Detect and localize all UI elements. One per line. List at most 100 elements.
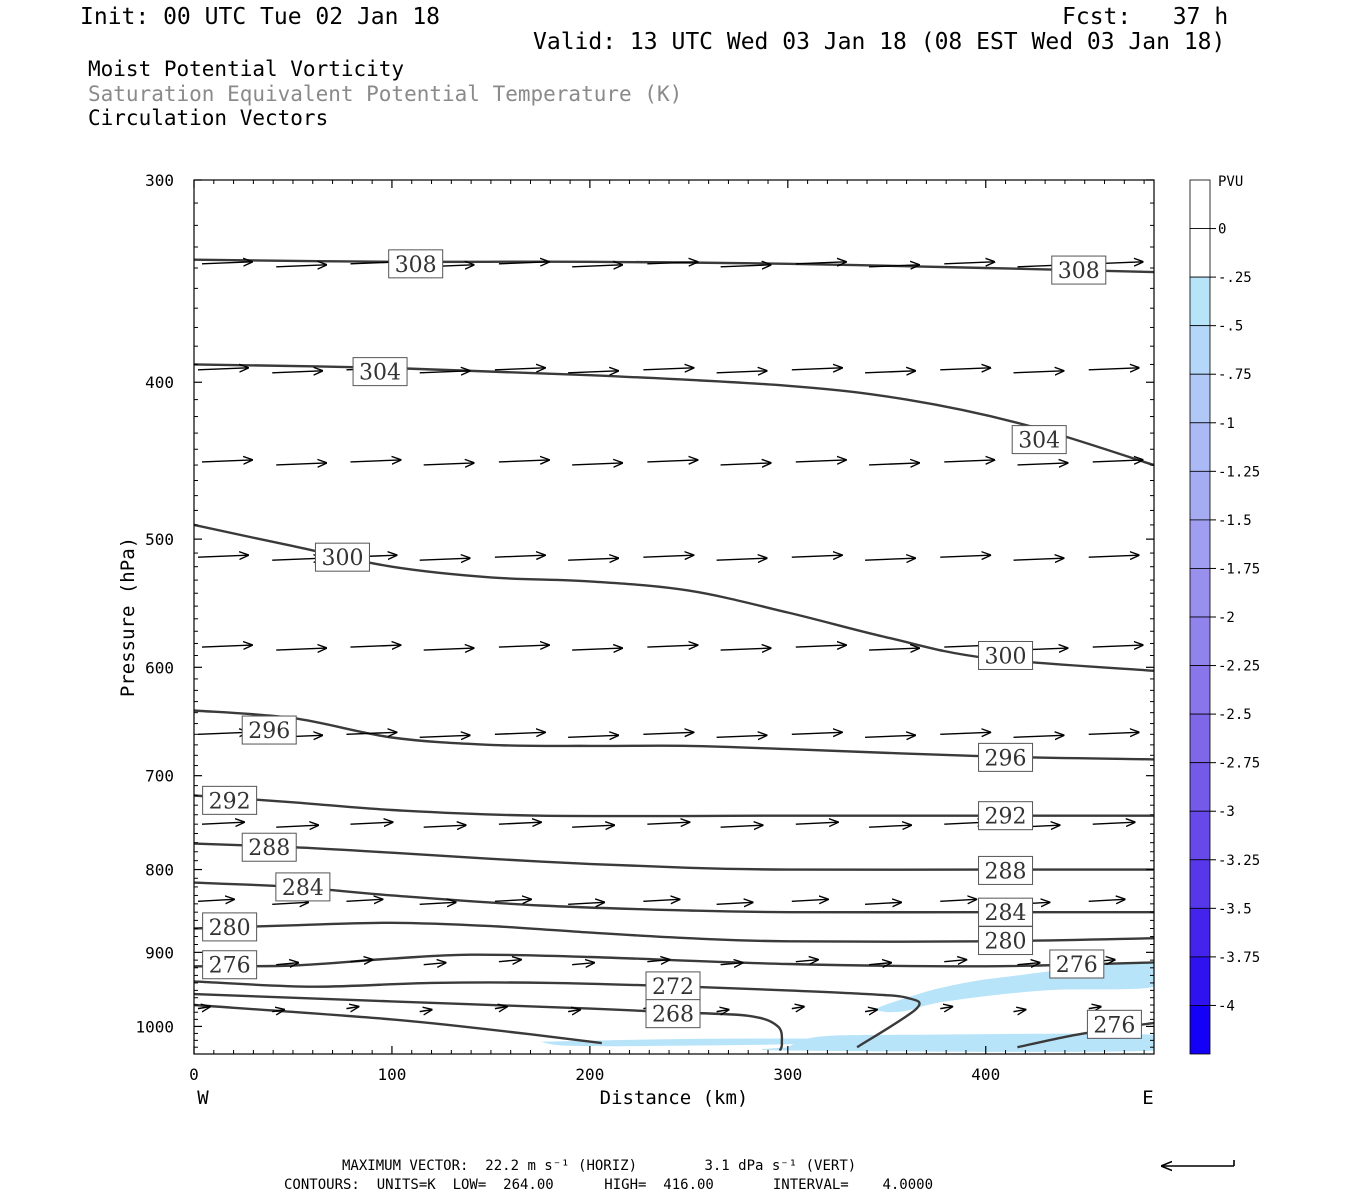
isentrope-label-284: 284 <box>978 897 1034 927</box>
isentrope-308-0 <box>194 258 1154 274</box>
circulation-vector <box>276 265 326 267</box>
colorbar-label: -.75 <box>1218 367 1252 383</box>
circulation-vector <box>940 1007 952 1009</box>
circulation-vector <box>944 460 994 462</box>
circulation-vector <box>1088 899 1125 901</box>
x-east-label: E <box>1142 1087 1153 1109</box>
svg-text:300: 300 <box>985 644 1027 669</box>
colorbar-swatch <box>1189 179 1211 229</box>
colorbar-label: -.5 <box>1218 319 1243 335</box>
y-tick-label: 1000 <box>135 1017 174 1036</box>
circulation-vector <box>1092 645 1143 647</box>
circulation-vector <box>498 460 549 462</box>
circulation-vector <box>643 732 693 734</box>
isentrope-label-296: 296 <box>978 742 1034 772</box>
y-tick-label: 500 <box>145 530 174 549</box>
circulation-vector <box>791 555 842 557</box>
circulation-vector <box>647 960 669 962</box>
svg-text:284: 284 <box>282 876 324 901</box>
circulation-vector <box>272 558 322 560</box>
reference-vector <box>1162 1160 1235 1166</box>
circulation-vector <box>795 960 818 962</box>
circulation-vector <box>419 1010 432 1012</box>
circulation-vector <box>276 648 326 650</box>
circulation-vector <box>197 555 248 557</box>
colorbar-swatch <box>1189 713 1211 764</box>
colorbar-label: -4 <box>1218 998 1235 1014</box>
circulation-vector <box>791 899 828 901</box>
circulation-vector <box>647 822 689 824</box>
colorbar-swatch <box>1189 228 1211 278</box>
colorbar-swatch <box>1189 422 1211 472</box>
isentrope-label-308: 308 <box>388 249 444 279</box>
colorbar-swatch <box>1189 859 1211 909</box>
colorbar-swatch <box>1189 907 1211 958</box>
circulation-vector <box>720 963 743 965</box>
svg-text:304: 304 <box>359 361 401 386</box>
svg-text:300: 300 <box>321 546 363 571</box>
circulation-vector <box>494 899 531 901</box>
colorbar-label: -3.75 <box>1218 950 1260 966</box>
circulation-vector <box>272 1010 284 1012</box>
isentrope-label-276: 276 <box>1049 949 1105 979</box>
circulation-vector <box>1017 463 1068 465</box>
colorbar-label: -1 <box>1218 416 1235 432</box>
y-tick-label: 400 <box>145 373 174 392</box>
isentrope-296-3 <box>194 709 1154 761</box>
isentrope-label-292: 292 <box>202 785 258 815</box>
colorbar-label: -2.75 <box>1218 756 1260 772</box>
circulation-vector <box>869 648 919 650</box>
circulation-vector <box>276 825 318 827</box>
contours-text: CONTOURS: UNITS=K LOW= 264.00 HIGH= 416.… <box>284 1177 934 1193</box>
circulation-vector <box>568 735 618 737</box>
circulation-vector <box>1088 368 1139 370</box>
circulation-vector <box>197 732 248 734</box>
isentrope-label-280: 280 <box>978 926 1034 956</box>
isentrope-label-304: 304 <box>1011 425 1067 455</box>
colorbar-label: -3.5 <box>1218 901 1252 917</box>
circulation-vector <box>423 648 474 650</box>
circulation-vector <box>869 825 911 827</box>
circulation-vector <box>643 899 679 901</box>
circulation-vector <box>201 822 244 824</box>
circulation-vector <box>572 963 594 965</box>
circulation-vector <box>1013 735 1064 737</box>
x-west-label: W <box>197 1087 209 1109</box>
isentrope-label-308: 308 <box>1051 255 1107 285</box>
colorbar-swatch <box>1189 568 1211 618</box>
circulation-vector <box>350 960 372 962</box>
circulation-vector <box>716 558 767 560</box>
isentrope-label-288: 288 <box>241 832 297 862</box>
isentrope-label-304: 304 <box>352 357 408 387</box>
y-axis-title: Pressure (hPa) <box>117 537 139 697</box>
circulation-vector <box>350 645 400 647</box>
isentrope-label-276: 276 <box>1086 1009 1142 1039</box>
circulation-vector <box>1017 963 1040 965</box>
circulation-vector <box>865 371 915 373</box>
circulation-vector <box>944 262 994 264</box>
colorbar-label: -1.75 <box>1218 561 1260 577</box>
colorbar-swatch <box>1189 325 1211 375</box>
colorbar-label: 0 <box>1218 222 1226 238</box>
svg-text:272: 272 <box>652 975 694 1000</box>
circulation-vector <box>791 1007 804 1009</box>
isentrope-label-288: 288 <box>978 855 1034 885</box>
x-tick-label: 300 <box>773 1065 802 1084</box>
isentrope-304-1 <box>194 363 1154 467</box>
circulation-vector <box>716 902 753 904</box>
isentrope-label-280: 280 <box>202 912 258 942</box>
circulation-vector <box>643 368 693 370</box>
circulation-vector <box>647 460 697 462</box>
circulation-vector <box>568 558 618 560</box>
circulation-vector <box>494 732 545 734</box>
colorbar-swatch <box>1189 373 1211 424</box>
colorbar-swatch <box>1189 616 1211 666</box>
svg-text:268: 268 <box>652 1003 694 1028</box>
circulation-vector <box>791 732 842 734</box>
svg-text:292: 292 <box>209 789 251 814</box>
circulation-vector <box>720 463 771 465</box>
isentrope-276-8 <box>194 953 1154 968</box>
valid-time: Valid: 13 UTC Wed 03 Jan 18 (08 EST Wed … <box>533 29 1226 55</box>
isentrope-label-300: 300 <box>314 542 370 572</box>
